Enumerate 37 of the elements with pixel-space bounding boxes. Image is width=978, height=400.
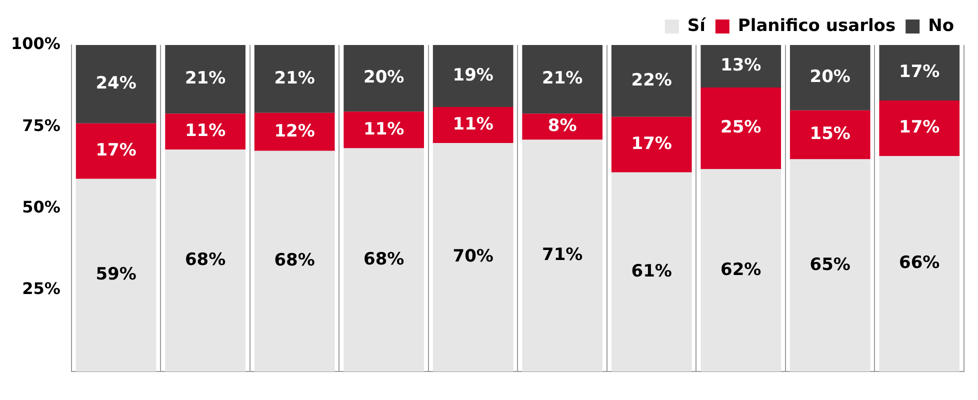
data-label: 17% xyxy=(96,140,136,161)
data-label: 20% xyxy=(363,68,404,88)
data-label: 21% xyxy=(274,68,315,88)
data-label: 19% xyxy=(452,65,494,86)
data-label: 62% xyxy=(720,260,762,280)
data-label: 70% xyxy=(452,246,494,267)
data-label: 20% xyxy=(810,67,850,88)
data-label: 17% xyxy=(631,134,672,154)
data-label: 11% xyxy=(363,119,404,140)
legend-label: No xyxy=(928,16,954,36)
data-label: 71% xyxy=(542,245,583,266)
y-tick-label: 50% xyxy=(22,197,60,216)
data-label: 15% xyxy=(810,124,850,144)
data-label: 59% xyxy=(96,264,136,285)
data-label: 66% xyxy=(899,253,940,274)
data-label: 22% xyxy=(631,70,672,90)
data-label: 21% xyxy=(542,68,583,89)
data-label: 11% xyxy=(452,114,494,134)
data-label: 68% xyxy=(363,249,404,270)
data-label: 65% xyxy=(810,254,850,275)
data-label: 13% xyxy=(720,56,762,76)
data-label: 25% xyxy=(720,118,762,138)
data-label: 68% xyxy=(184,250,226,270)
data-label: 24% xyxy=(96,74,136,94)
data-label: 68% xyxy=(274,250,315,271)
legend-label: Sí xyxy=(687,16,707,36)
y-tick-label: 100% xyxy=(10,34,60,54)
data-label: 17% xyxy=(899,62,940,82)
data-label: 21% xyxy=(184,68,226,89)
data-label: 61% xyxy=(631,261,672,282)
data-label: 11% xyxy=(184,120,226,141)
data-label: 17% xyxy=(899,118,940,138)
data-label: 8% xyxy=(548,116,577,136)
legend-label: Planifico usarlos xyxy=(738,16,896,36)
y-tick-label: 25% xyxy=(22,279,60,298)
y-tick-label: 75% xyxy=(22,116,60,135)
data-label: 12% xyxy=(274,121,315,142)
